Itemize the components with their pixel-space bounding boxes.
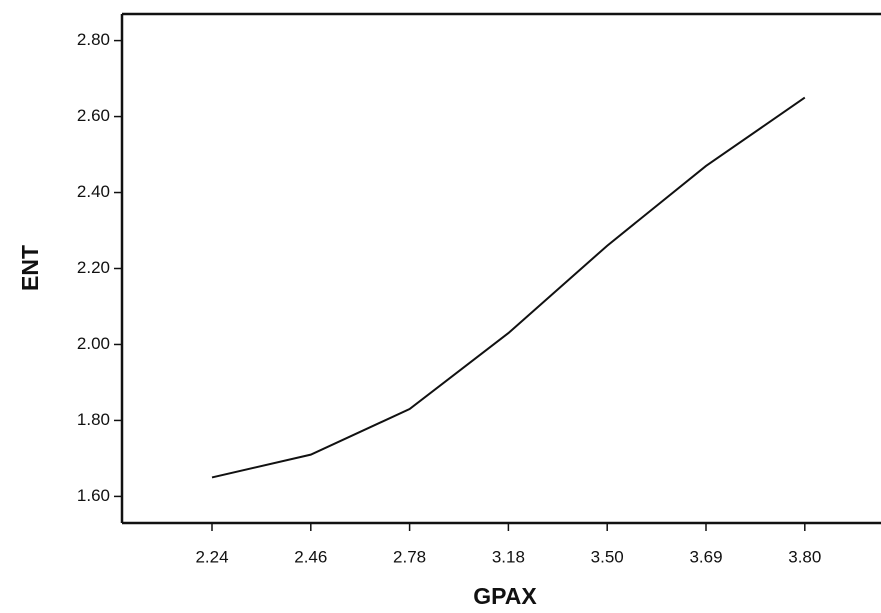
- line-series: [211, 96, 806, 479]
- y-tick-label: 2.60: [77, 106, 110, 125]
- y-tick-label: 1.80: [77, 410, 110, 429]
- y-tick-label: 2.40: [77, 182, 110, 201]
- y-tick-label: 1.60: [77, 486, 110, 505]
- x-tick-label: 3.50: [591, 547, 624, 566]
- x-axis-title: GPAX: [473, 583, 537, 609]
- y-tick-label: 2.00: [77, 334, 110, 353]
- x-tick-label: 2.24: [195, 547, 228, 566]
- x-tick-label: 2.78: [393, 547, 426, 566]
- y-tick-label: 2.80: [77, 30, 110, 49]
- x-tick-label: 3.69: [689, 547, 722, 566]
- y-tick-label: 2.20: [77, 258, 110, 277]
- x-tick-label: 2.46: [294, 547, 327, 566]
- y-axis-title: ENT: [17, 245, 43, 291]
- x-tick-label: 3.80: [788, 547, 821, 566]
- x-tick-label: 3.18: [492, 547, 525, 566]
